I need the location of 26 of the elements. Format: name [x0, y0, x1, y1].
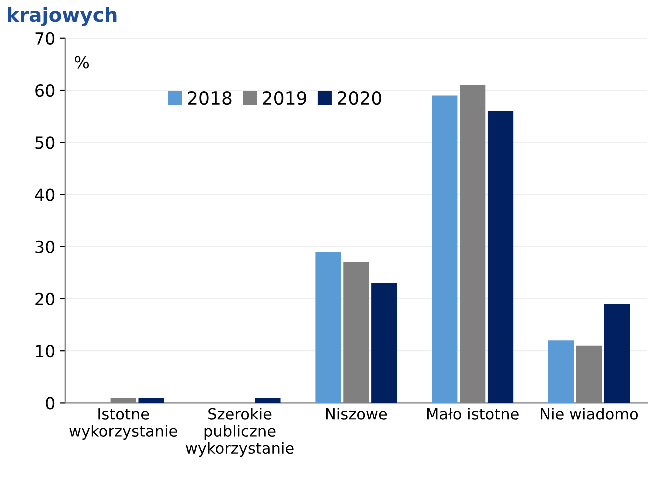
- bar: [255, 398, 281, 404]
- legend-label: 2019: [263, 91, 307, 106]
- bar: [488, 111, 514, 404]
- y-tick-label: 20: [36, 292, 55, 306]
- chart-title: krajowych: [8, 7, 117, 26]
- x-tick-label: Niszowe: [326, 408, 388, 420]
- legend-label: 2020: [338, 91, 382, 106]
- y-tick-label: 30: [36, 240, 55, 254]
- y-tick-label: 70: [36, 32, 55, 45]
- x-tick-label: Szerokie publiczne wykorzystanie: [186, 408, 294, 458]
- legend-label: 2018: [188, 91, 232, 106]
- bar: [548, 340, 574, 404]
- y-tick-label: 50: [36, 136, 55, 150]
- y-tick-label: 10: [36, 345, 55, 358]
- bar: [372, 283, 398, 404]
- bar: [316, 252, 342, 404]
- bar: [432, 96, 458, 404]
- x-tick-label: Nie wiadomo: [541, 408, 638, 420]
- y-tick-label: 40: [35, 188, 55, 202]
- x-tick-label: Istotne wykorzystanie: [70, 408, 178, 440]
- y-tick-label: 0: [46, 397, 55, 410]
- y-axis-title: %: [75, 56, 90, 69]
- bar: [604, 304, 630, 404]
- x-tick-label: Mało istotne: [427, 408, 519, 420]
- y-tick-label: 60: [36, 84, 55, 98]
- bar: [138, 398, 164, 404]
